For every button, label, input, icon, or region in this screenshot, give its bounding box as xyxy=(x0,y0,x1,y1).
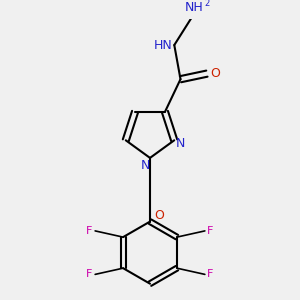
Text: O: O xyxy=(211,67,220,80)
Text: O: O xyxy=(154,209,164,222)
Text: F: F xyxy=(207,269,214,279)
Text: F: F xyxy=(207,226,214,236)
Text: N: N xyxy=(176,137,185,150)
Text: HN: HN xyxy=(154,39,173,52)
Text: F: F xyxy=(86,269,93,279)
Text: 2: 2 xyxy=(204,0,209,8)
Text: N: N xyxy=(141,159,150,172)
Text: F: F xyxy=(86,226,93,236)
Text: NH: NH xyxy=(185,1,204,14)
